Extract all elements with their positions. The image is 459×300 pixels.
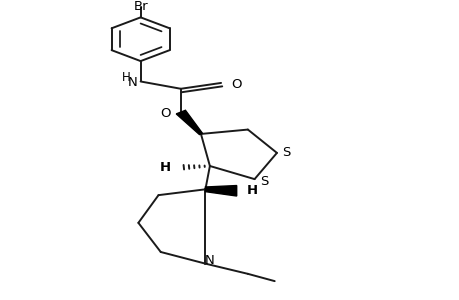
Text: N: N bbox=[205, 254, 214, 267]
Text: H: H bbox=[159, 161, 170, 174]
Text: S: S bbox=[260, 175, 268, 188]
Text: S: S bbox=[282, 146, 290, 159]
Polygon shape bbox=[176, 110, 202, 134]
Text: Br: Br bbox=[133, 0, 148, 13]
Text: N: N bbox=[127, 76, 137, 89]
Text: O: O bbox=[230, 78, 241, 91]
Text: H: H bbox=[246, 184, 257, 197]
Text: O: O bbox=[160, 107, 171, 120]
Text: H: H bbox=[122, 71, 130, 85]
Polygon shape bbox=[205, 185, 236, 196]
